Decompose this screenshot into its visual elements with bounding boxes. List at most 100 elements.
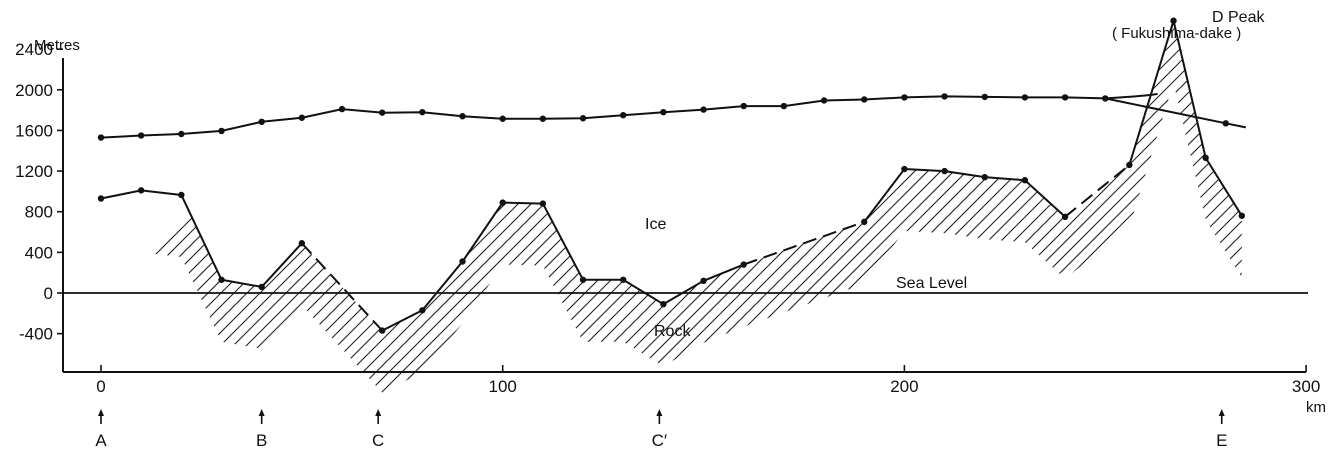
bedrock-point	[740, 261, 747, 268]
bedrock-point	[419, 307, 426, 314]
sea-level-label: Sea Level	[896, 275, 967, 292]
ice-point	[740, 102, 747, 110]
x-axis-label: km	[1306, 399, 1326, 416]
ice-point	[378, 109, 386, 116]
x-tick-label: 100	[489, 377, 517, 396]
bedrock-segment	[944, 170, 985, 179]
bedrock-segment	[381, 309, 423, 332]
y-tick-label: 800	[25, 203, 53, 222]
ice-point	[178, 130, 185, 138]
ice-point	[660, 108, 667, 116]
bedrock-segment	[1024, 179, 1066, 218]
bedrock-point	[1126, 161, 1133, 169]
bedrock-segment	[984, 176, 1025, 182]
bedrock-point	[941, 167, 948, 175]
bedrock-segment	[421, 260, 464, 311]
profile-points	[97, 17, 1246, 334]
ice-point	[258, 118, 265, 126]
ice-point	[539, 115, 547, 122]
ice-point	[1222, 120, 1229, 127]
x-tick-label: 0	[96, 377, 105, 396]
section-markers: A B C C′ E	[95, 409, 1227, 450]
ice-point	[459, 113, 466, 120]
bedrock-point	[1170, 17, 1177, 24]
ice-point	[579, 115, 587, 122]
marker-arrowhead	[375, 409, 382, 416]
bedrock-segment	[863, 168, 906, 223]
ice-point	[1061, 94, 1069, 101]
bedrock-point	[378, 327, 386, 334]
bedrock-segment	[904, 168, 945, 173]
ice-point	[97, 134, 105, 141]
y-tick-label: 400	[25, 243, 53, 262]
bedrock-point	[178, 191, 185, 199]
bedrock-segment	[141, 189, 182, 196]
ice-point	[1021, 94, 1029, 101]
y-tick-label: 1600	[15, 121, 53, 140]
bedrock-point	[298, 240, 306, 247]
bedrock-segment	[1172, 20, 1207, 159]
y-axis-label: Metres	[34, 37, 80, 54]
bedrock-segment	[622, 278, 664, 306]
marker-label: C′	[652, 431, 667, 450]
bedrock-segment	[180, 194, 223, 281]
bedrock-segment	[1064, 164, 1130, 218]
bedrock-point	[620, 276, 627, 283]
bedrock-point	[218, 276, 225, 283]
y-tick-label: 2400	[15, 40, 53, 59]
bedrock-point	[1202, 154, 1209, 162]
marker-label: A	[95, 431, 107, 450]
bedrock-segment	[1128, 20, 1175, 166]
y-tick-label: 0	[44, 284, 53, 303]
bedrock-point	[97, 195, 105, 202]
x-tick-label: 200	[890, 377, 918, 396]
marker-label: C	[372, 431, 384, 450]
bedrock-point	[861, 218, 868, 226]
bedrock-point	[981, 173, 988, 181]
bedrock-point	[499, 199, 506, 206]
bedrock-point	[1061, 213, 1069, 220]
ice-label: Ice	[645, 216, 666, 233]
marker-label: E	[1216, 431, 1227, 450]
marker-arrowhead	[98, 409, 104, 416]
ice-point	[861, 96, 868, 103]
marker-arrowhead	[258, 409, 265, 416]
ice-point	[137, 132, 145, 139]
axes: 2400 2000 1600 1200 800 400 0 -400 0 100 200 300	[15, 40, 1320, 396]
ice-point	[901, 94, 908, 101]
ice-point	[499, 115, 506, 122]
bedrock-point	[700, 277, 707, 285]
peak-sublabel: ( Fukushima-dake )	[1112, 25, 1241, 42]
rock-label: Rock	[654, 323, 691, 340]
marker-arrowhead	[656, 409, 663, 416]
bedrock-segment	[221, 278, 262, 288]
bedrock-point	[258, 283, 265, 291]
ice-point	[620, 112, 627, 119]
bedrock-point	[579, 276, 587, 283]
ice-to-peak-line	[1105, 92, 1158, 100]
bedrock-segment	[1204, 157, 1243, 217]
ice-point	[1102, 95, 1109, 102]
bedrock-segment	[662, 279, 705, 306]
bedrock-segment	[260, 242, 303, 288]
bedrock-segment	[703, 263, 745, 282]
bedrock-point	[459, 258, 466, 265]
ice-point	[981, 93, 988, 101]
bedrock-segment	[100, 189, 142, 200]
ice-surface-line	[100, 95, 1247, 139]
ice-point	[218, 127, 225, 135]
bedrock-point	[137, 187, 145, 194]
y-tick-label: 2000	[15, 81, 53, 100]
bedrock-point	[1021, 177, 1029, 184]
ice-point	[941, 93, 948, 100]
ice-point	[780, 102, 788, 110]
y-tick-label: 1200	[15, 162, 53, 181]
bedrock-segment	[461, 202, 504, 263]
peak-label: D Peak	[1212, 9, 1265, 26]
y-tick-label: -400	[19, 325, 53, 344]
bedrock-point	[539, 200, 547, 207]
ice-point	[700, 106, 707, 113]
